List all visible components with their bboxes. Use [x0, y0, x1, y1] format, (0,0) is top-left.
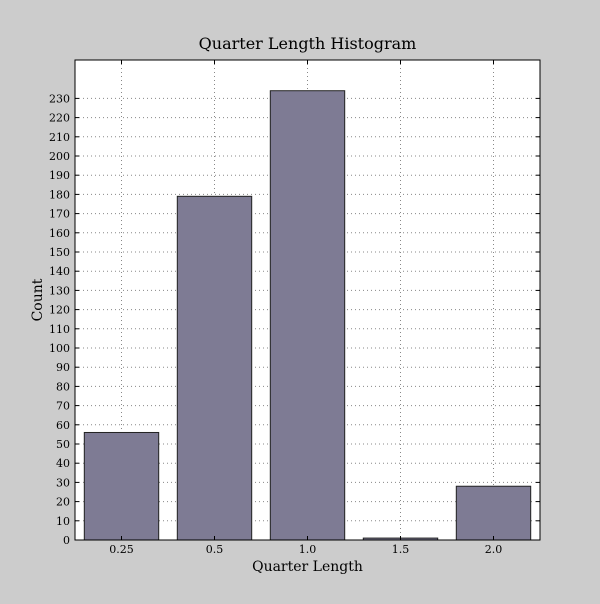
- y-tick-label: 100: [49, 342, 70, 355]
- x-axis-label: Quarter Length: [252, 559, 363, 575]
- y-tick-label: 10: [56, 515, 70, 528]
- bar: [176, 195, 253, 541]
- x-tick-label: 0.5: [206, 543, 224, 556]
- y-tick-label: 30: [56, 476, 70, 489]
- y-tick-label: 220: [49, 112, 70, 125]
- y-tick-label: 70: [56, 400, 70, 413]
- y-tick-label: 140: [49, 265, 70, 278]
- y-tick-label: 60: [56, 419, 70, 432]
- y-tick-label: 80: [56, 380, 70, 393]
- y-tick-label: 90: [56, 361, 70, 374]
- y-tick-label: 230: [49, 92, 70, 105]
- y-tick-label: 110: [49, 323, 70, 336]
- y-tick-label: 180: [49, 188, 70, 201]
- x-tick-label: 0.25: [109, 543, 134, 556]
- bar: [83, 431, 160, 541]
- x-tick-label: 2.0: [485, 543, 503, 556]
- x-tick-label: 1.5: [392, 543, 410, 556]
- y-tick-label: 0: [63, 534, 70, 547]
- bars: [83, 90, 532, 541]
- y-tick-label: 210: [49, 131, 70, 144]
- chart-title: Quarter Length Histogram: [199, 34, 417, 53]
- ticks: 0 10 20 30 40 50 60 70 80 90 100 110 120 130 140 150 160…: [49, 60, 540, 556]
- y-axis-label: Count: [30, 278, 46, 321]
- y-tick-label: 190: [49, 169, 70, 182]
- y-tick-label: 200: [49, 150, 70, 163]
- y-tick-label: 130: [49, 284, 70, 297]
- y-tick-label: 150: [49, 246, 70, 259]
- y-tick-label: 160: [49, 227, 70, 240]
- plot-frame: [74, 59, 541, 541]
- y-tick-label: 170: [49, 208, 70, 221]
- bar: [455, 485, 532, 541]
- y-tick-label: 40: [56, 457, 70, 470]
- y-tick-label: 120: [49, 304, 70, 317]
- y-tick-label: 20: [56, 496, 70, 509]
- bar: [269, 90, 346, 541]
- x-tick-label: 1.0: [299, 543, 317, 556]
- y-tick-label: 50: [56, 438, 70, 451]
